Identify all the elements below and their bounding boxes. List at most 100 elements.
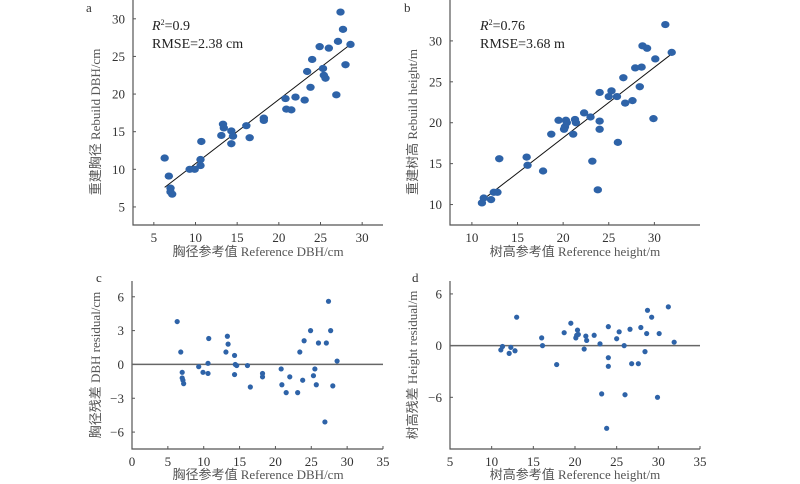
x-tick-label: 30 bbox=[652, 454, 665, 469]
data-point bbox=[642, 349, 648, 355]
y-tick-label: −6 bbox=[428, 390, 442, 405]
data-point bbox=[217, 131, 226, 140]
data-point bbox=[312, 366, 318, 372]
data-point bbox=[595, 88, 604, 97]
data-point bbox=[196, 155, 205, 164]
data-point bbox=[228, 132, 238, 140]
data-point bbox=[665, 304, 671, 310]
x-tick-label: 10 bbox=[197, 454, 210, 469]
y-tick-label: 10 bbox=[429, 197, 442, 212]
y-tick-label: 3 bbox=[118, 323, 125, 338]
data-point bbox=[629, 361, 635, 367]
y-tick-label: 25 bbox=[112, 49, 125, 64]
y-tick-label: 30 bbox=[112, 11, 125, 26]
x-tick-label: 0 bbox=[129, 454, 136, 469]
regression-line bbox=[481, 52, 673, 201]
x-tick-label: 35 bbox=[694, 454, 707, 469]
data-point bbox=[234, 362, 240, 369]
x-tick-label: 20 bbox=[272, 230, 285, 245]
data-point bbox=[628, 97, 637, 105]
data-point bbox=[584, 337, 590, 344]
y-tick-label: 20 bbox=[429, 115, 442, 130]
data-point bbox=[620, 99, 630, 107]
data-point bbox=[604, 92, 613, 101]
y-axis-title: 胸径残差 DBH residual/cm bbox=[88, 292, 103, 439]
data-point bbox=[631, 64, 640, 72]
x-tick-label: 20 bbox=[569, 454, 582, 469]
data-point bbox=[635, 361, 641, 367]
x-tick-label: 15 bbox=[511, 230, 524, 245]
y-tick-label: −6 bbox=[110, 425, 124, 440]
data-point bbox=[671, 339, 677, 345]
data-point bbox=[605, 355, 611, 361]
data-point bbox=[571, 119, 581, 127]
data-point bbox=[619, 74, 628, 82]
data-point bbox=[179, 369, 185, 375]
data-point bbox=[583, 333, 589, 339]
y-tick-label: 6 bbox=[118, 289, 125, 304]
x-tick-label: 25 bbox=[305, 454, 318, 469]
data-point bbox=[196, 364, 202, 370]
panel-c-residuals: c 胸径参考值 Reference DBH/cm 胸径残差 DBH residu… bbox=[88, 270, 390, 482]
data-point bbox=[499, 343, 506, 350]
data-point bbox=[295, 390, 301, 396]
data-point bbox=[622, 392, 628, 398]
data-point bbox=[245, 134, 254, 142]
data-point bbox=[486, 196, 496, 204]
data-point bbox=[315, 43, 324, 51]
data-point bbox=[291, 93, 300, 101]
data-point bbox=[332, 91, 341, 99]
x-tick-label: 30 bbox=[356, 230, 369, 245]
data-point bbox=[341, 61, 350, 69]
data-point bbox=[586, 113, 595, 121]
data-point bbox=[605, 324, 611, 330]
x-tick-label: 10 bbox=[189, 230, 202, 245]
y-tick-label: −3 bbox=[110, 391, 124, 406]
panel-letter: d bbox=[412, 270, 419, 285]
data-point bbox=[635, 83, 644, 91]
data-point bbox=[539, 335, 545, 341]
data-point bbox=[321, 74, 330, 82]
y-tick-label: 30 bbox=[429, 33, 442, 48]
data-point bbox=[579, 109, 589, 117]
data-point bbox=[614, 336, 620, 342]
data-point bbox=[206, 335, 212, 342]
r2-superscript: 2 bbox=[489, 18, 493, 27]
x-tick-label: 5 bbox=[447, 454, 454, 469]
data-point bbox=[205, 360, 211, 366]
data-point bbox=[651, 55, 660, 63]
x-axis-title: 树高参考值 Reference height/m bbox=[490, 467, 660, 482]
data-point bbox=[244, 362, 251, 369]
data-point bbox=[174, 318, 180, 325]
data-point bbox=[613, 138, 623, 146]
data-point bbox=[495, 155, 504, 163]
data-point bbox=[479, 194, 488, 202]
data-point bbox=[302, 67, 312, 76]
data-point bbox=[307, 328, 314, 334]
x-tick-label: 5 bbox=[151, 230, 158, 245]
panel-letter: a bbox=[86, 0, 92, 15]
x-tick-label: 25 bbox=[602, 230, 615, 245]
data-point bbox=[561, 330, 567, 336]
axis-frame bbox=[449, 281, 700, 450]
data-point bbox=[160, 154, 169, 162]
data-point bbox=[223, 349, 229, 355]
r2-value: =0.76 bbox=[493, 19, 525, 34]
rmse-annotation: RMSE=3.68 m bbox=[480, 37, 565, 52]
data-point bbox=[346, 40, 355, 48]
data-point bbox=[575, 331, 581, 338]
data-point bbox=[554, 116, 563, 124]
data-point bbox=[287, 374, 293, 380]
data-point bbox=[197, 137, 206, 146]
data-point bbox=[205, 370, 211, 377]
data-point bbox=[278, 366, 284, 372]
r2-value: =0.9 bbox=[165, 19, 190, 34]
data-point bbox=[597, 341, 603, 347]
data-point bbox=[637, 63, 646, 71]
data-point bbox=[654, 394, 661, 400]
data-point bbox=[554, 361, 560, 368]
x-tick-label: 25 bbox=[610, 454, 623, 469]
data-point bbox=[318, 64, 328, 73]
data-point bbox=[330, 383, 336, 389]
x-tick-label: 15 bbox=[231, 230, 244, 245]
